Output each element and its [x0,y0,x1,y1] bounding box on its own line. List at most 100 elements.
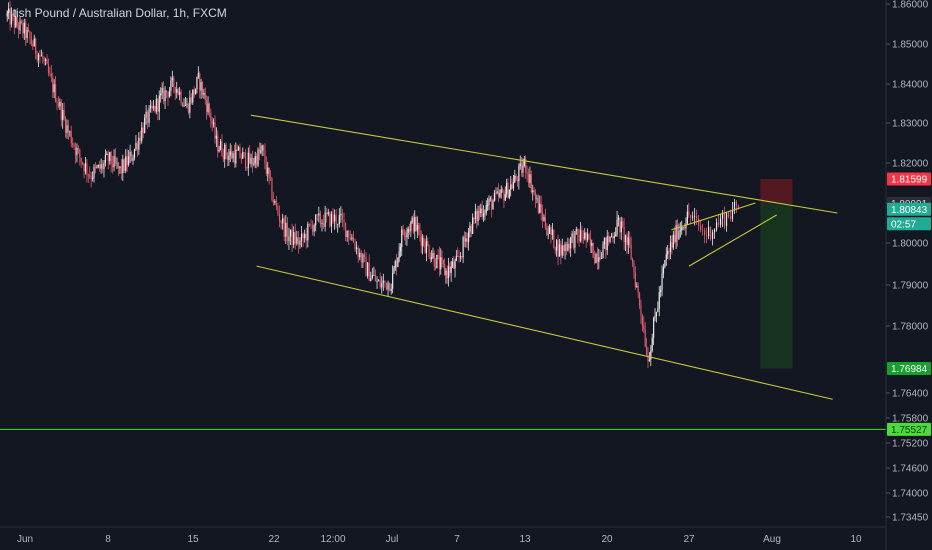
candle-body [679,230,681,232]
candle-body [64,118,67,134]
candle-body [190,97,192,103]
candle-body [437,254,439,256]
candle-body [154,105,156,112]
candle-body [50,73,52,78]
candle-body [519,163,521,166]
candle-body [638,293,641,306]
candle-body [561,245,563,256]
price-tag-bg [887,202,931,216]
candle-body [493,192,495,202]
candle-body [610,235,613,237]
candle-body [458,256,460,258]
candle-body [94,166,97,168]
candle-body [515,175,517,180]
candle-body [181,103,184,107]
candle-body [715,222,718,230]
candle-body [516,179,519,182]
candle-body [685,223,687,229]
candle-body [207,103,209,113]
candle-body [277,206,279,214]
candle-body [17,25,20,31]
candle-body [536,198,538,200]
candle-body [365,257,367,277]
candle-body [103,162,105,170]
candle-body [489,198,491,200]
candle-body [203,92,205,95]
candle-body [52,77,54,93]
candle-body [487,205,489,206]
candle-body [385,282,388,290]
candle-body [585,232,587,241]
price-tag-bg [887,217,931,231]
candle-body [589,238,591,246]
candle-body [90,176,92,179]
candle-body [627,237,629,245]
candle-body [77,148,79,150]
candle-body [578,235,580,241]
candle-body [382,280,384,283]
candle-body [603,237,606,245]
candle-body [66,125,68,134]
candle-body [514,175,516,183]
candle-body [242,152,244,159]
candle-body [668,251,670,252]
candle-body [145,111,147,118]
candle-body [368,262,370,281]
candle-body [91,177,94,179]
x-tick-label: Jun [17,534,33,545]
candle-body [631,259,634,263]
candle-body [348,230,350,238]
candle-body [595,253,597,264]
candle-body [451,261,454,267]
price-tag-label: 1.75527 [891,425,928,436]
candle-body [69,131,71,133]
candle-body [657,308,659,312]
candle-body [224,144,226,160]
candle-body [206,100,208,113]
candle-body [197,73,199,78]
candle-body [694,215,696,217]
candle-body [735,201,738,206]
candle-body [229,151,231,156]
candle-body [296,237,298,244]
candle-body [87,174,89,176]
candle-body [151,105,153,109]
candle-body [629,237,631,245]
candle-body [473,217,475,220]
candle-body [599,257,601,259]
candle-body [225,144,227,156]
candle-body [67,125,69,132]
candle-body [310,224,312,226]
candle-body [335,214,337,225]
candle-body [440,257,442,270]
candle-body [554,247,556,251]
candle-body [533,190,535,193]
candle-body [449,266,451,273]
candle-body [233,153,236,164]
candle-body [605,237,607,251]
price-tag-label: 1.80843 [891,205,928,216]
candle-body [405,236,407,238]
candle-body [560,244,562,256]
candle-body [171,77,173,81]
candle-body [330,213,333,227]
candle-body [658,292,660,309]
candle-body [356,247,358,250]
candle-body [495,192,497,194]
candle-body [219,141,222,150]
candle-body [363,254,366,258]
candle-body [262,145,265,151]
candle-body [637,285,639,294]
trendline-lower-channel [256,265,833,400]
candle-body [606,235,608,251]
candle-body [235,149,237,164]
candle-body [247,152,249,169]
candle-body [450,266,452,273]
candle-body [431,257,433,260]
candle-body [370,277,372,281]
candle-body [609,236,611,242]
candle-body [491,198,493,210]
candle-body [297,237,299,245]
